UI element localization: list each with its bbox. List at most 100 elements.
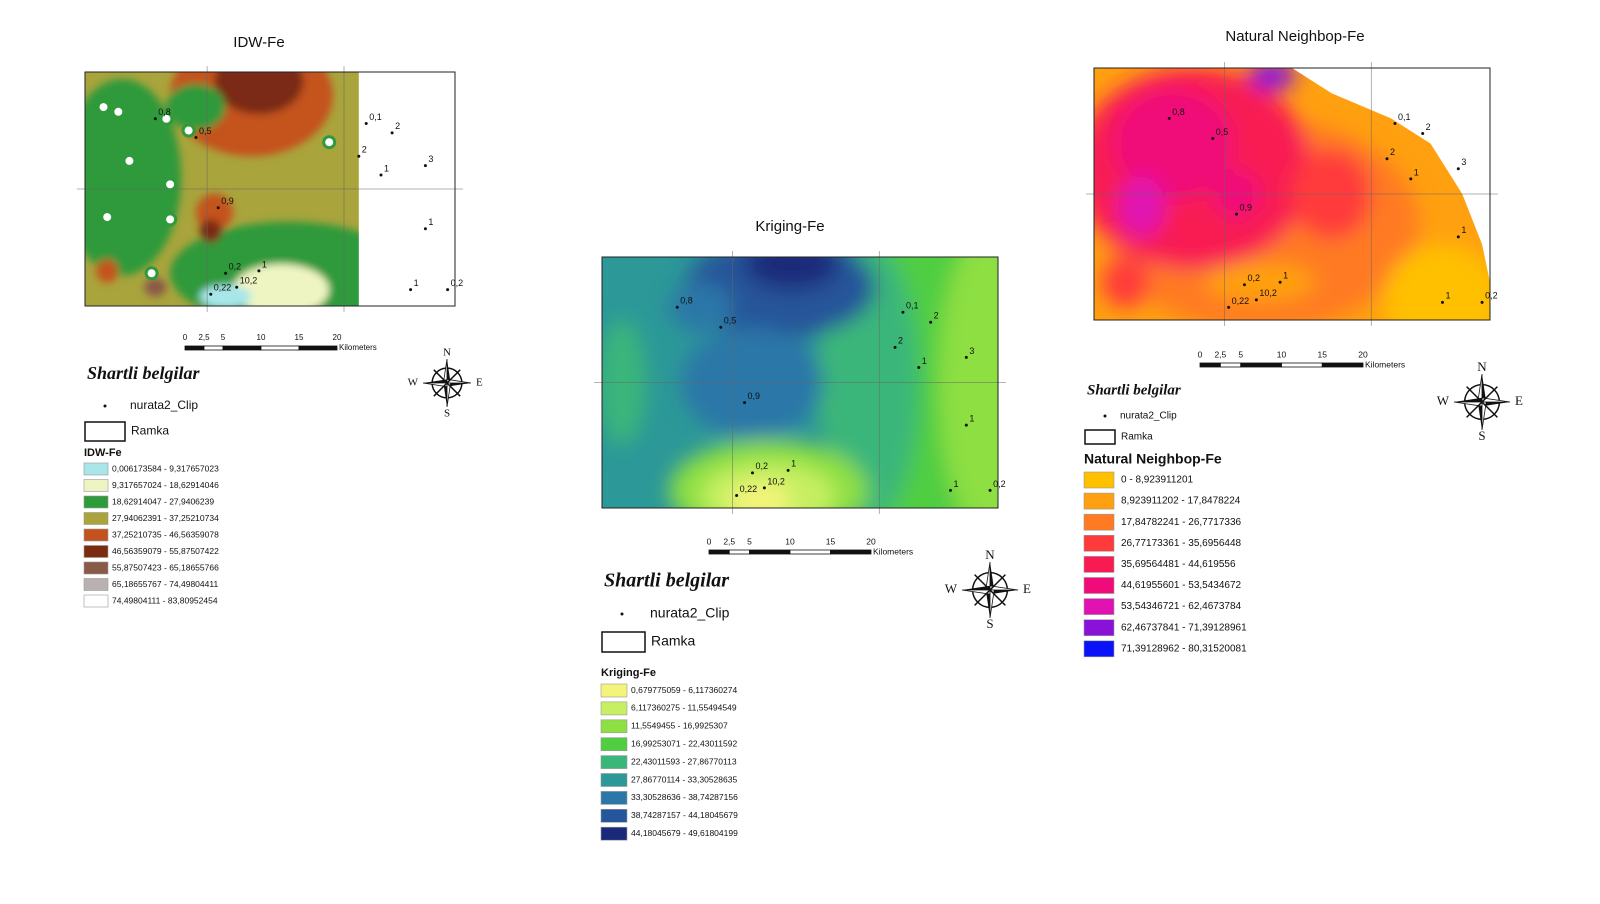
surface-spot bbox=[184, 126, 193, 135]
compass-point bbox=[447, 383, 471, 387]
legend-class-label: 33,30528636 - 38,74287156 bbox=[631, 792, 738, 802]
scale-segment bbox=[830, 549, 872, 555]
sample-point bbox=[1211, 137, 1215, 141]
scale-tick-label: 10 bbox=[257, 333, 266, 342]
scale-tick-label: 10 bbox=[785, 536, 795, 546]
compass-diagonal bbox=[1466, 401, 1483, 418]
sample-point bbox=[446, 288, 450, 292]
scale-tick-label: 15 bbox=[1318, 349, 1328, 359]
sample-point bbox=[1440, 300, 1444, 304]
surface-spot bbox=[162, 114, 171, 123]
legend-swatch bbox=[83, 578, 109, 591]
surface-spot bbox=[325, 138, 334, 147]
legend-swatch bbox=[83, 545, 109, 558]
compass-point bbox=[443, 383, 447, 407]
sample-point bbox=[743, 401, 747, 405]
legend-class-label: 35,69564481 - 44,619556 bbox=[1121, 559, 1236, 570]
compass-point bbox=[423, 379, 447, 383]
sample-label: 0,1 bbox=[906, 301, 919, 311]
sample-point bbox=[964, 355, 968, 359]
sample-point bbox=[257, 269, 261, 273]
legend-swatch bbox=[1083, 640, 1115, 658]
legend-class-label: 8,923911202 - 17,8478224 bbox=[1121, 496, 1241, 507]
sample-label: 1 bbox=[262, 259, 267, 269]
compass-s: S bbox=[444, 408, 450, 420]
surface-spot bbox=[114, 107, 123, 116]
compass-diagonal bbox=[989, 589, 1006, 606]
compass-diagonal bbox=[1481, 386, 1498, 403]
legend-swatch bbox=[83, 512, 109, 525]
compass-point bbox=[447, 359, 451, 383]
sample-label: 2 bbox=[934, 311, 939, 321]
sample-label: 2 bbox=[1426, 122, 1431, 132]
legend-swatch bbox=[83, 594, 109, 608]
scale-tick-label: 0 bbox=[707, 536, 712, 546]
sample-label: 0,2 bbox=[1247, 273, 1260, 283]
compass-e: E bbox=[1515, 393, 1523, 408]
sample-label: 0,22 bbox=[740, 484, 758, 494]
map-frame bbox=[1093, 67, 1491, 321]
legend-swatch bbox=[1083, 619, 1115, 637]
compass-s: S bbox=[986, 616, 993, 631]
legend-swatch bbox=[1083, 513, 1115, 531]
compass-point bbox=[1453, 401, 1483, 407]
compass-point bbox=[446, 382, 452, 408]
compass-e: E bbox=[476, 377, 483, 389]
sample-point bbox=[719, 325, 723, 329]
scale-tick-label: 20 bbox=[866, 536, 876, 546]
surface-zone bbox=[199, 284, 252, 306]
legend-swatch bbox=[600, 701, 628, 716]
compass-point bbox=[1477, 402, 1482, 430]
compass-n: N bbox=[985, 547, 995, 562]
sample-label: 1 bbox=[922, 356, 927, 366]
sample-point bbox=[964, 423, 968, 427]
sample-point bbox=[735, 493, 739, 497]
compass-diagonal bbox=[1481, 401, 1498, 418]
scale-segment bbox=[1219, 362, 1242, 368]
sample-point bbox=[1254, 298, 1258, 302]
legend-point-symbol bbox=[103, 404, 107, 408]
scale-tick-label: 10 bbox=[1277, 349, 1287, 359]
sample-point bbox=[917, 365, 921, 369]
compass-w: W bbox=[408, 377, 419, 389]
legend-class-label: 44,61955601 - 53,5434672 bbox=[1121, 580, 1242, 591]
scale-segment bbox=[708, 549, 730, 555]
scale-tick-label: 20 bbox=[333, 333, 342, 342]
scale-segment bbox=[184, 345, 205, 351]
sample-point bbox=[409, 288, 413, 292]
legend-swatch bbox=[600, 719, 628, 734]
scale-tick-label: 15 bbox=[295, 333, 304, 342]
sample-point bbox=[1227, 305, 1231, 309]
legend-class-label: 71,39128962 - 80,31520081 bbox=[1121, 643, 1247, 654]
legend-swatch bbox=[83, 462, 109, 476]
scale-tick-label: 2,5 bbox=[198, 333, 210, 342]
compass-s: S bbox=[1478, 428, 1485, 443]
sample-point bbox=[1278, 280, 1282, 284]
surface-zone bbox=[233, 263, 330, 306]
sample-point bbox=[209, 292, 213, 296]
legend-swatch bbox=[1083, 471, 1115, 489]
legend-class-label: 38,74287157 - 44,18045679 bbox=[631, 810, 738, 820]
surface-spot bbox=[103, 213, 112, 222]
sample-label: 1 bbox=[969, 414, 974, 424]
sample-label: 1 bbox=[1283, 271, 1288, 281]
compass-n: N bbox=[1477, 359, 1487, 374]
sample-label: 1 bbox=[953, 479, 958, 489]
scale-segment bbox=[260, 345, 300, 351]
legend-swatch bbox=[83, 528, 109, 542]
sample-point bbox=[762, 486, 766, 490]
sample-label: 10,2 bbox=[1259, 288, 1277, 298]
surface-zone bbox=[728, 482, 793, 508]
surface-zone bbox=[1113, 88, 1233, 200]
legend-class-label: 0,679775059 - 6,117360274 bbox=[631, 685, 737, 695]
scale-segment bbox=[728, 549, 750, 555]
scale-tick-label: 15 bbox=[826, 536, 836, 546]
sample-label: 0,2 bbox=[229, 262, 242, 272]
sample-point bbox=[423, 164, 427, 168]
compass-point bbox=[990, 590, 1018, 595]
scale-unit: Kilometers bbox=[339, 343, 377, 352]
compass-point bbox=[961, 589, 991, 595]
legend-item: Ramka bbox=[1121, 432, 1153, 443]
